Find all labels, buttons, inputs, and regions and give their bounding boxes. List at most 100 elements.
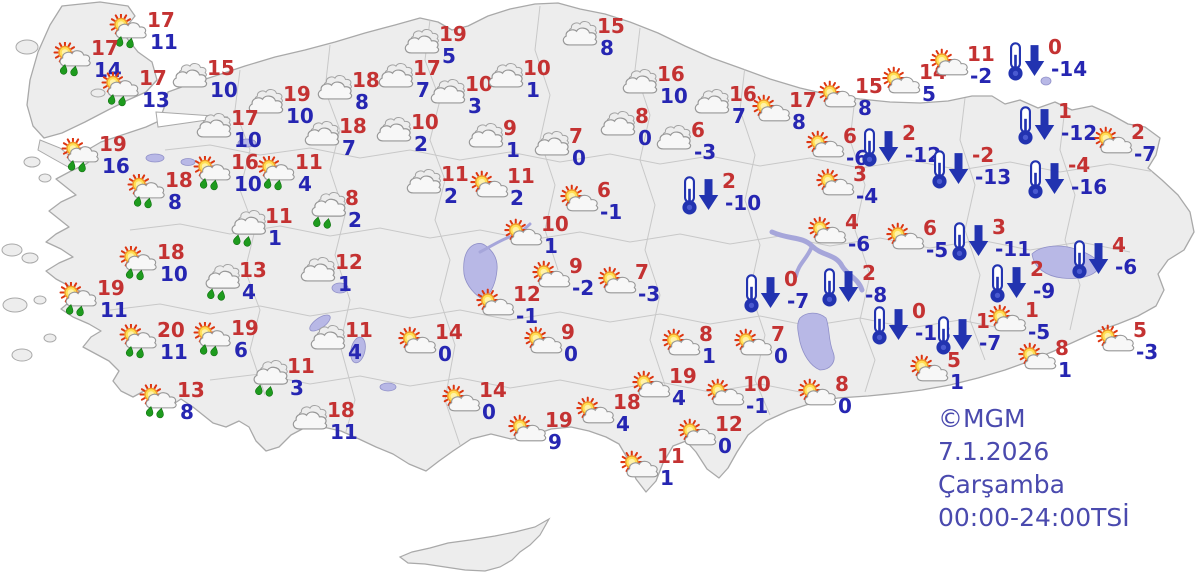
weather-station: 17 7: [374, 58, 441, 100]
weather-station: 11 3: [248, 356, 315, 398]
station-temps: 10 -1: [743, 374, 771, 416]
min-temp: -6: [848, 232, 871, 256]
min-temp: -1: [746, 394, 769, 418]
max-temp: 6: [843, 124, 857, 148]
min-temp: 0: [838, 394, 852, 418]
thermo-icon: [1024, 158, 1070, 200]
max-temp: 10: [411, 110, 439, 134]
thermo-icon: [986, 262, 1032, 304]
station-temps: 18 8: [352, 70, 380, 112]
min-temp: 4: [298, 172, 312, 196]
min-temp: 8: [600, 36, 614, 60]
station-temps: 0 -7: [784, 269, 809, 311]
cloud-icon: [464, 122, 506, 159]
thermo-icon: [868, 304, 914, 346]
thermo-icon: [1014, 104, 1060, 146]
station-temps: 19 11: [97, 278, 128, 320]
day-label: Çarşamba: [938, 470, 1065, 499]
min-temp: -2: [572, 276, 595, 300]
min-temp: 11: [150, 30, 178, 54]
station-temps: 7 -3: [635, 262, 660, 304]
station-temps: 2 -10: [722, 171, 761, 213]
min-temp: 10: [286, 104, 314, 128]
min-temp: 0: [482, 400, 496, 424]
sun-rain-icon: [58, 282, 100, 319]
min-temp: 1: [338, 272, 352, 296]
min-temp: 1: [950, 370, 964, 394]
min-temp: -7: [1134, 142, 1157, 166]
max-temp: 11: [967, 42, 995, 66]
rain-icon: [226, 210, 268, 247]
max-temp: 1: [976, 309, 990, 333]
min-temp: 1: [660, 466, 674, 490]
min-temp: 0: [438, 342, 452, 366]
max-temp: 17: [147, 8, 175, 32]
min-temp: 0: [572, 146, 586, 170]
weather-station: 17 11: [108, 10, 178, 54]
station-temps: 2 -9: [1030, 259, 1055, 301]
weather-station: 16 10: [192, 152, 262, 194]
max-temp: 4: [1112, 233, 1126, 257]
station-temps: 19 6: [231, 318, 259, 360]
max-temp: 6: [597, 178, 611, 202]
sun-cloud-icon: [884, 222, 926, 259]
max-temp: 9: [503, 116, 517, 140]
weather-station: 18 4: [574, 392, 641, 434]
weather-station: 19 11: [58, 278, 128, 320]
station-temps: 0 -14: [1048, 37, 1087, 79]
min-temp: 2: [444, 184, 458, 208]
max-temp: 17: [91, 36, 119, 60]
max-temp: 10: [541, 212, 569, 236]
min-temp: -9: [1033, 279, 1056, 303]
sun-rain-icon: [192, 322, 234, 359]
max-temp: 18: [339, 114, 367, 138]
station-temps: 16 10: [231, 152, 262, 194]
max-temp: 2: [1131, 120, 1145, 144]
min-temp: 1: [526, 78, 540, 102]
rain-icon: [306, 192, 348, 229]
sun-cloud-icon: [704, 378, 746, 415]
min-temp: 10: [210, 78, 238, 102]
min-temp: -6: [1115, 255, 1138, 279]
weather-station: 4 -6: [1068, 233, 1138, 280]
cloud-icon: [484, 62, 526, 99]
min-temp: 7: [732, 104, 746, 128]
islands: [1, 39, 106, 362]
weather-station: 10 1: [484, 58, 551, 100]
min-temp: -12: [905, 143, 942, 167]
min-temp: 6: [234, 338, 248, 362]
station-temps: 2 -8: [862, 263, 887, 305]
min-temp: -4: [856, 184, 879, 208]
weather-station: 19 16: [60, 134, 130, 178]
station-temps: 6 -5: [923, 218, 948, 260]
sun-cloud-icon: [502, 218, 544, 255]
min-temp: 1: [506, 138, 520, 162]
cloud-icon: [306, 324, 348, 361]
station-temps: 12 1: [335, 252, 363, 294]
max-temp: 17: [139, 66, 167, 90]
max-temp: -2: [972, 143, 995, 167]
sun-cloud-icon: [804, 130, 846, 167]
station-temps: -2 -13: [972, 145, 1011, 187]
weather-station: 1 -12: [1014, 101, 1097, 146]
max-temp: 2: [1030, 257, 1044, 281]
max-temp: 11: [441, 162, 469, 186]
cloud-icon: [402, 168, 444, 205]
min-temp: 16: [102, 154, 130, 178]
weather-station: 19 4: [630, 366, 697, 408]
max-temp: 11: [295, 150, 323, 174]
weather-station: 4 -6: [806, 212, 871, 256]
max-temp: 14: [435, 320, 463, 344]
station-temps: 11 -2: [967, 44, 995, 86]
min-temp: 8: [858, 96, 872, 120]
station-temps: 10 1: [523, 58, 551, 100]
min-temp: -10: [725, 191, 762, 215]
max-temp: 19: [99, 132, 127, 156]
station-temps: 10 2: [411, 112, 439, 154]
weather-station: 18 7: [300, 116, 367, 158]
weather-station: 2 -12: [858, 123, 942, 168]
